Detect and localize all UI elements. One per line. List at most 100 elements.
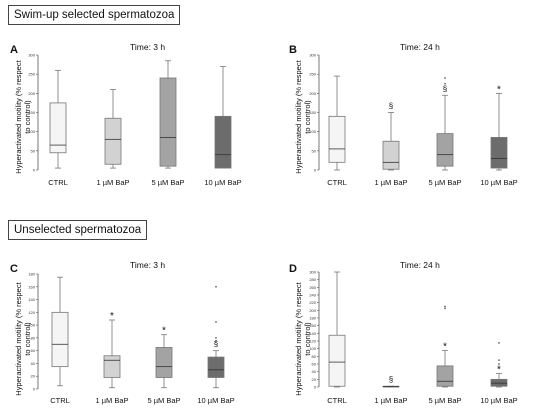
y-tick-label: 0 bbox=[33, 168, 36, 173]
panel-d: D Time: 24 h Hyperactivated motility (% … bbox=[275, 200, 550, 409]
significance-section-mark: § bbox=[389, 375, 393, 384]
y-tick-label: 60 bbox=[312, 362, 317, 367]
panel-a: A Time: 3 h Hyperactivated motility (% r… bbox=[0, 0, 275, 200]
x-category-label: 1 µM BaP bbox=[374, 396, 407, 405]
y-tick-label: 0 bbox=[314, 385, 317, 390]
y-tick-label: 140 bbox=[309, 331, 316, 336]
outlier-point bbox=[444, 305, 446, 308]
outlier-point bbox=[444, 82, 446, 85]
x-category-label: 1 µM BaP bbox=[95, 396, 128, 405]
y-tick-label: 200 bbox=[309, 91, 316, 96]
x-category-label: 1 µM BaP bbox=[96, 178, 129, 187]
box bbox=[207, 356, 225, 378]
x-category-label: 5 µM BaP bbox=[147, 396, 180, 405]
box bbox=[159, 77, 177, 167]
significance-star: * bbox=[497, 365, 501, 376]
y-tick-label: 80 bbox=[312, 354, 317, 359]
panel-title-a: Time: 3 h bbox=[130, 42, 166, 52]
panel-title-d: Time: 24 h bbox=[400, 260, 440, 270]
y-tick-label: 150 bbox=[28, 110, 35, 115]
box bbox=[104, 117, 122, 165]
panel-b: B Time: 24 h Hyperactivated motility (% … bbox=[275, 0, 550, 200]
x-category-label: 10 µM BaP bbox=[197, 396, 234, 405]
box bbox=[436, 133, 454, 167]
significance-star: * bbox=[443, 342, 447, 353]
x-category-label: 5 µM BaP bbox=[428, 178, 461, 187]
y-tick-label: 180 bbox=[28, 272, 35, 277]
y-tick-label: 50 bbox=[31, 148, 36, 153]
outlier-point bbox=[444, 307, 446, 310]
box bbox=[214, 115, 232, 169]
box bbox=[49, 102, 67, 154]
x-category-label: CTRL bbox=[48, 178, 68, 187]
x-category-label: 5 µM BaP bbox=[428, 396, 461, 405]
x-category-label: CTRL bbox=[327, 396, 347, 405]
y-tick-label: 100 bbox=[28, 323, 35, 328]
boxplot-d: 0 20 40 60 80 100 120 140 160 180 200 220 240 260 280 3… bbox=[309, 270, 517, 406]
x-category-label: 10 µM BaP bbox=[204, 178, 241, 187]
boxplot-b: 0 50 100 150 200 250 300 CTRL 1 µM BaP 5 µM BaP 10… bbox=[309, 53, 517, 188]
outlier-point bbox=[498, 363, 500, 365]
x-category-label: 5 µM BaP bbox=[151, 178, 184, 187]
y-tick-label: 250 bbox=[309, 72, 316, 77]
box bbox=[328, 115, 346, 163]
box bbox=[490, 137, 508, 169]
outlier-point bbox=[215, 340, 217, 342]
x-category-label: 1 µM BaP bbox=[374, 178, 407, 187]
x-category-label: 10 µM BaP bbox=[480, 396, 517, 405]
y-tick-label: 200 bbox=[28, 91, 35, 96]
y-tick-label: 20 bbox=[312, 377, 317, 382]
box bbox=[328, 334, 346, 387]
box bbox=[436, 365, 454, 387]
panel-c: C Time: 3 h Hyperactivated motility (% r… bbox=[0, 200, 275, 409]
y-tick-label: 220 bbox=[309, 300, 316, 305]
outlier-point bbox=[215, 285, 217, 288]
y-tick-label: 280 bbox=[309, 277, 316, 282]
panel-letter-a: A bbox=[10, 44, 18, 56]
x-category-label: CTRL bbox=[327, 178, 347, 187]
y-tick-label: 40 bbox=[312, 369, 317, 374]
panel-title-c: Time: 3 h bbox=[130, 260, 166, 270]
y-tick-label: 100 bbox=[309, 346, 316, 351]
section-title-unselected: Unselected spermatozoa bbox=[8, 220, 148, 240]
significance-star: * bbox=[162, 326, 166, 337]
y-tick-label: 120 bbox=[28, 310, 35, 315]
box bbox=[382, 140, 400, 170]
outlier-point bbox=[498, 342, 500, 344]
box bbox=[51, 311, 69, 368]
y-tick-label: 0 bbox=[314, 168, 317, 173]
y-tick-label: 300 bbox=[28, 53, 35, 58]
y-tick-label: 100 bbox=[309, 129, 316, 134]
panel-letter-b: B bbox=[289, 44, 297, 56]
y-tick-label: 300 bbox=[309, 270, 316, 275]
y-tick-label: 20 bbox=[31, 374, 36, 379]
box bbox=[103, 355, 121, 378]
outlier-point bbox=[444, 77, 446, 79]
significance-star: * bbox=[110, 311, 114, 322]
y-tick-label: 160 bbox=[28, 284, 35, 289]
section-title-swim-up: Swim-up selected spermatozoa bbox=[8, 5, 181, 25]
y-tick-label: 60 bbox=[31, 348, 36, 353]
y-tick-label: 300 bbox=[309, 53, 316, 58]
box bbox=[155, 347, 173, 378]
boxplot-a: 0 50 100 150 200 250 300 CTRL 1 µM BaP 5 µM BaP 10… bbox=[28, 53, 241, 188]
y-tick-label: 160 bbox=[309, 323, 316, 328]
significance-star: * bbox=[497, 84, 501, 95]
outlier-point bbox=[215, 321, 217, 323]
panel-letter-d: D bbox=[289, 263, 297, 275]
panel-title-b: Time: 24 h bbox=[400, 42, 440, 52]
x-category-label: 10 µM BaP bbox=[480, 178, 517, 187]
y-tick-label: 80 bbox=[31, 335, 36, 340]
y-tick-label: 40 bbox=[31, 361, 36, 366]
outlier-point bbox=[215, 336, 217, 339]
y-tick-label: 140 bbox=[28, 297, 35, 302]
significance-section-mark: § bbox=[214, 340, 218, 349]
significance-section-mark: § bbox=[389, 102, 393, 111]
y-tick-label: 180 bbox=[309, 316, 316, 321]
y-tick-label: 260 bbox=[309, 285, 316, 290]
outlier-point bbox=[498, 359, 500, 362]
y-tick-label: 240 bbox=[309, 293, 316, 298]
y-tick-label: 120 bbox=[309, 339, 316, 344]
boxplot-c: 0 20 40 60 80 100 120 140 160 180 CTRL 1 µM BaP 5 µM… bbox=[28, 272, 234, 406]
